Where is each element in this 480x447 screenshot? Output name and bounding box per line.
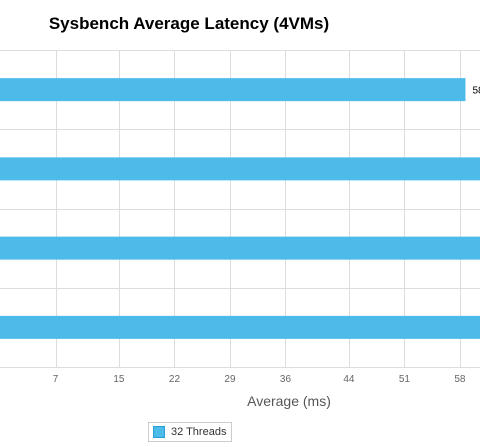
x-tick-label: 7 <box>53 374 59 385</box>
x-tick-label: 44 <box>343 374 355 385</box>
bar[interactable] <box>0 157 480 181</box>
chart-title: Sysbench Average Latency (4VMs) <box>49 14 329 33</box>
data-label: 58.7 <box>472 86 480 97</box>
x-axis-label: Average (ms) <box>247 393 331 409</box>
x-tick-label: 36 <box>280 374 292 385</box>
legend[interactable]: 32 Threads <box>148 422 233 442</box>
legend-swatch <box>153 426 165 438</box>
bar[interactable] <box>0 78 466 102</box>
x-tick-label: 15 <box>113 374 125 385</box>
grid <box>0 50 480 368</box>
x-axis-ticks: 71522293644515865 <box>53 374 466 385</box>
legend-label: 32 Threads <box>171 426 227 438</box>
data-labels: 58.7 <box>472 86 480 97</box>
x-tick-label: 22 <box>169 374 181 385</box>
bar[interactable] <box>0 315 480 339</box>
bar[interactable] <box>0 236 480 260</box>
x-tick-label: 58 <box>454 374 466 385</box>
x-tick-label: 29 <box>224 374 236 385</box>
bars <box>0 78 480 339</box>
x-tick-label: 51 <box>399 374 411 385</box>
